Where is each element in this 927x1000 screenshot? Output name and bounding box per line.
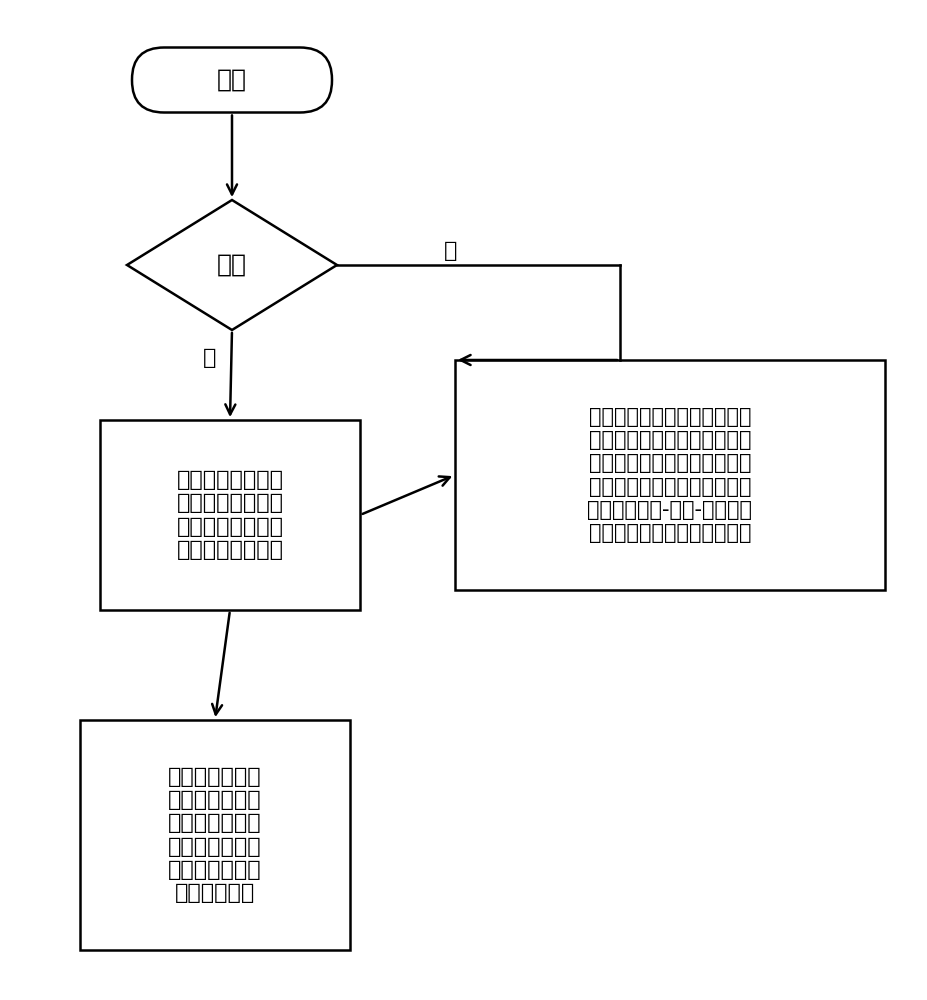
Text: 蠕行: 蠕行	[217, 253, 247, 277]
Polygon shape	[127, 200, 337, 330]
Text: 开始: 开始	[217, 68, 247, 92]
Bar	[100, 420, 360, 610]
Text: 根据蠕行状态的目标车速与实
际车速的差值，结合驱动电机
的输出扭矩限制、电池充放电
功率限制以及高压附件功耗需
求，通过比例-积分-微分控制
器，控制驱动电机的: 根据蠕行状态的目标车速与实 际车速的差值，结合驱动电机 的输出扭矩限制、电池充放…	[587, 407, 752, 543]
FancyBboxPatch shape	[132, 47, 332, 112]
Bar	[454, 360, 884, 590]
Text: 结合目标扭矩、
驱动电机的输出
扭矩限制以及电
池充放电功率限
制，控制驱动电
机的输出扭矩: 结合目标扭矩、 驱动电机的输出 扭矩限制以及电 池充放电功率限 制，控制驱动电 …	[168, 767, 261, 903]
Text: 根据轮端需求扭矩
和驱动电机的档位
速比，计算得到驱
动电机的目标扭矩: 根据轮端需求扭矩 和驱动电机的档位 速比，计算得到驱 动电机的目标扭矩	[176, 470, 283, 560]
Text: 叨: 叨	[203, 348, 216, 368]
Bar	[80, 720, 349, 950]
Text: 是: 是	[443, 241, 456, 261]
